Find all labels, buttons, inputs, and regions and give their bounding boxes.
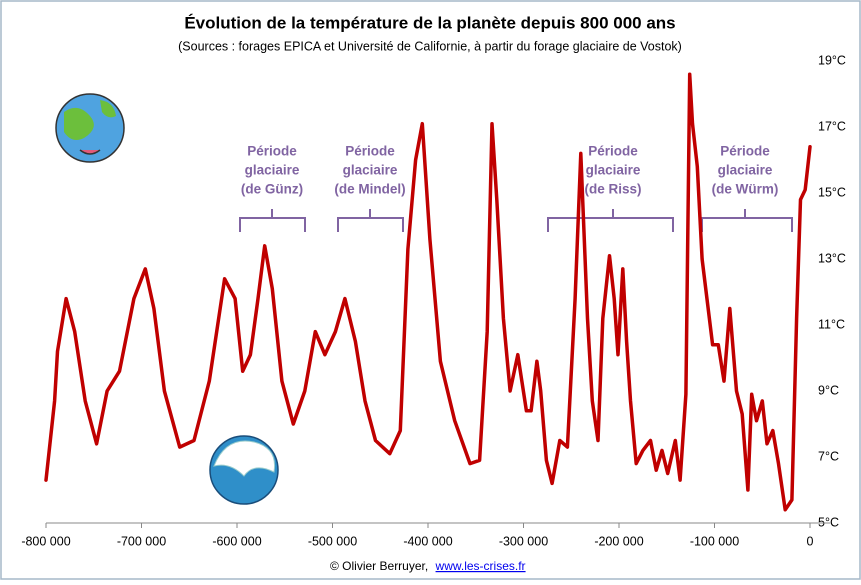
credit-text: © Olivier Berruyer, — [330, 559, 428, 573]
y-tick-label: 11°C — [818, 317, 845, 331]
annotation-text: glaciaire — [343, 163, 398, 178]
x-tick-label: 0 — [807, 534, 814, 548]
x-tick-label: -800 000 — [21, 534, 70, 548]
x-tick-label: -200 000 — [594, 534, 643, 548]
chart-subtitle: (Sources : forages EPICA et Université d… — [178, 39, 682, 53]
annotation-text: Période — [247, 144, 297, 159]
annotation-bracket — [547, 209, 674, 232]
y-tick-label: 15°C — [818, 185, 846, 199]
cold-globe-icon — [209, 435, 279, 505]
y-tick-label: 19°C — [818, 53, 846, 67]
y-tick-label: 17°C — [818, 119, 846, 133]
hot-globe-icon — [55, 93, 125, 163]
x-tick-label: -300 000 — [499, 534, 548, 548]
annotation-text: glaciaire — [718, 163, 773, 178]
annotation-text: Période — [345, 144, 395, 159]
annotation-text: (de Mindel) — [334, 182, 405, 197]
annotation-text: (de Riss) — [584, 182, 641, 197]
annotation-text: glaciaire — [245, 163, 300, 178]
annotation-bracket — [239, 209, 306, 232]
annotation-text: (de Günz) — [241, 182, 303, 197]
annotation-text: Période — [588, 144, 638, 159]
y-tick-label: 9°C — [818, 383, 839, 397]
y-tick-label: 7°C — [818, 449, 839, 463]
x-tick-label: -400 000 — [403, 534, 452, 548]
annotation-text: Période — [720, 144, 770, 159]
y-tick-label: 13°C — [818, 251, 846, 265]
y-tick-label: 5°C — [818, 515, 839, 529]
x-tick-label: -100 000 — [690, 534, 739, 548]
annotation-text: (de Würm) — [712, 182, 779, 197]
chart-title: Évolution de la température de la planèt… — [184, 13, 675, 32]
temperature-line — [44, 72, 812, 512]
credit: © Olivier Berruyer, www.les-crises.fr — [330, 559, 526, 573]
x-tick-label: -600 000 — [212, 534, 261, 548]
annotation-text: glaciaire — [586, 163, 641, 178]
credit-link[interactable]: www.les-crises.fr — [435, 559, 526, 573]
annotation-bracket — [337, 209, 404, 232]
x-tick-label: -500 000 — [308, 534, 357, 548]
x-tick-label: -700 000 — [117, 534, 166, 548]
